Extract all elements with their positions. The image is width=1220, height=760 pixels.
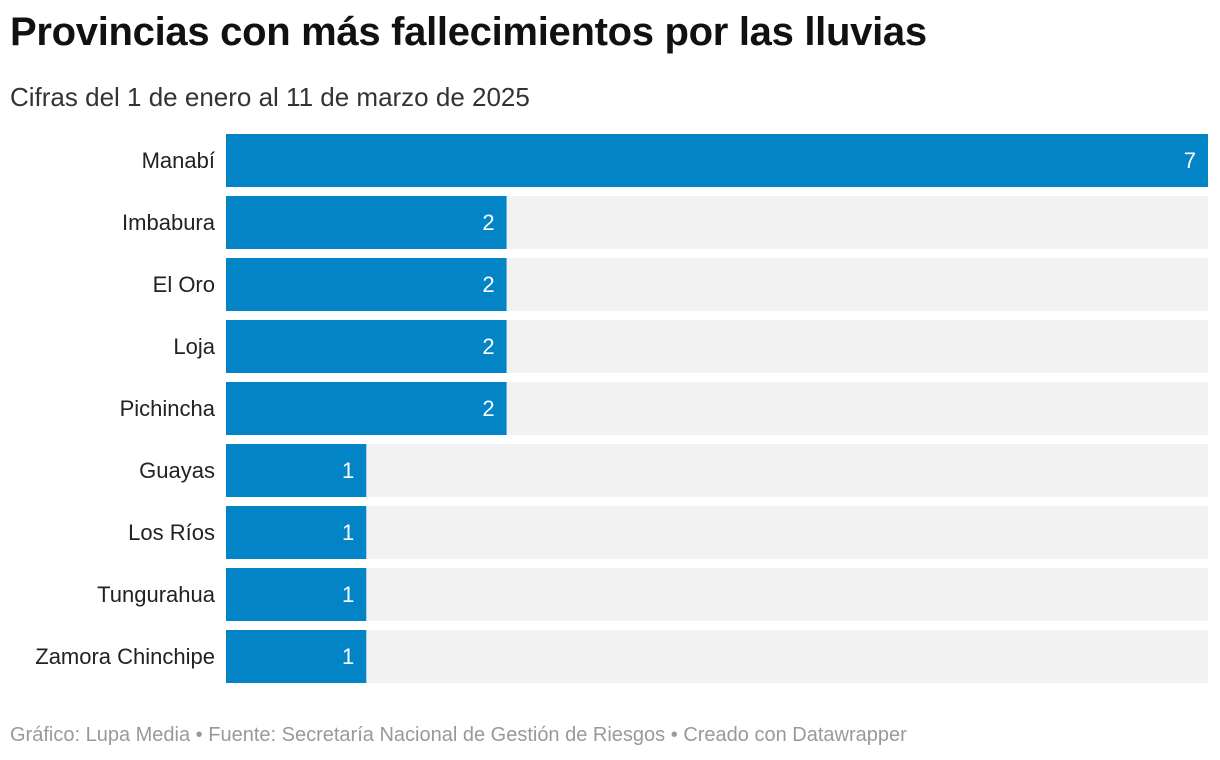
bar xyxy=(226,258,507,311)
chart-subtitle: Cifras del 1 de enero al 11 de marzo de … xyxy=(10,82,530,112)
footer-created-with: Creado con Datawrapper xyxy=(683,724,907,746)
category-label: Manabí xyxy=(142,148,215,173)
bar xyxy=(226,506,367,559)
footer-separator: • xyxy=(195,724,203,746)
bar xyxy=(226,444,367,497)
data-label: 1 xyxy=(342,582,354,607)
data-label: 2 xyxy=(482,396,494,421)
bar xyxy=(226,630,367,683)
category-label: Guayas xyxy=(139,458,215,483)
footer-credit: Gráfico: Lupa Media xyxy=(10,724,191,746)
category-label: Imbabura xyxy=(122,210,216,235)
data-label: 1 xyxy=(342,520,354,545)
data-label: 1 xyxy=(342,458,354,483)
category-label: Tungurahua xyxy=(97,582,216,607)
data-label: 1 xyxy=(342,644,354,669)
category-label: Los Ríos xyxy=(128,520,215,545)
footer-separator: • xyxy=(670,724,678,746)
data-label: 7 xyxy=(1184,148,1196,173)
category-label: Zamora Chinchipe xyxy=(35,644,215,669)
bar-track xyxy=(226,444,1208,497)
data-label: 2 xyxy=(482,272,494,297)
category-label: El Oro xyxy=(153,272,215,297)
chart-title: Provincias con más fallecimientos por la… xyxy=(10,10,927,54)
bar xyxy=(226,320,507,373)
bar xyxy=(226,568,367,621)
bar xyxy=(226,382,507,435)
chart-footer: Gráfico: Lupa Media • Fuente: Secretaría… xyxy=(10,724,907,747)
data-label: 2 xyxy=(482,334,494,359)
bar-track xyxy=(226,506,1208,559)
data-label: 2 xyxy=(482,210,494,235)
category-label: Pichincha xyxy=(120,396,216,421)
bar-track xyxy=(226,630,1208,683)
footer-source: Fuente: Secretaría Nacional de Gestión d… xyxy=(208,724,666,746)
bar-track xyxy=(226,568,1208,621)
bar xyxy=(226,134,1208,187)
bar xyxy=(226,196,507,249)
category-label: Loja xyxy=(173,334,215,359)
